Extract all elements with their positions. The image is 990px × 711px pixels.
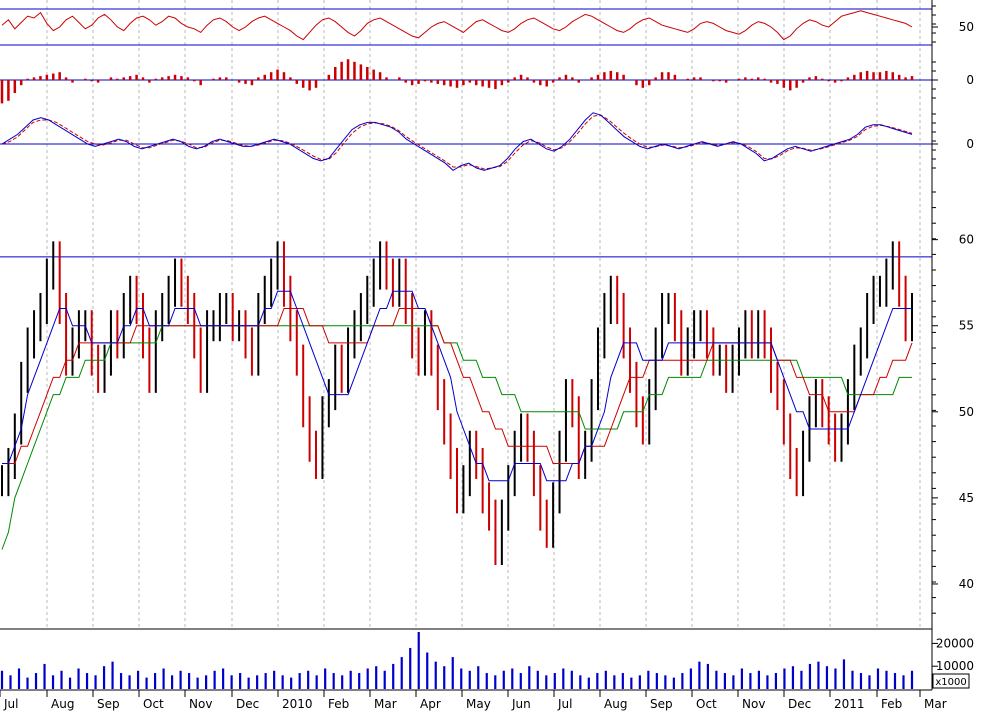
yaxis-tick-label: 60 — [959, 233, 974, 247]
xaxis-tick-label: Sep — [97, 697, 120, 711]
right-axis: 50 0 0 40 45 50 55 60 10000 20000 — [932, 5, 974, 673]
xaxis-tick-label: Dec — [788, 697, 811, 711]
osc1-line — [1, 10, 913, 41]
xaxis-tick-label: May — [466, 697, 491, 711]
volume-unit-label: x1000 — [935, 677, 966, 688]
osc3-signal-line — [1, 114, 913, 170]
price-panel — [0, 241, 932, 566]
x-axis: Jul Aug Sep Oct Nov Dec 2010 Feb Mar Apr May Jun Jul… — [0, 690, 947, 711]
oscillator-panel-3 — [0, 112, 932, 172]
yaxis-tick-label: 40 — [959, 577, 974, 591]
xaxis-tick-label: Mar — [374, 697, 397, 711]
volume-panel — [0, 632, 914, 689]
yaxis-tick-label: 0 — [966, 73, 974, 87]
yaxis-tick-label: 10000 — [936, 659, 974, 673]
xaxis-tick-label: Apr — [420, 697, 441, 711]
yaxis-tick-label: 50 — [959, 20, 974, 34]
xaxis-tick-label: 2011 — [834, 697, 865, 711]
xaxis-tick-label: Oct — [143, 697, 164, 711]
xaxis-tick-label: Mar — [924, 697, 947, 711]
oscillator-panel-2 — [0, 59, 932, 104]
oscillator-panel-1 — [0, 8, 932, 46]
xaxis-tick-label: 2010 — [282, 697, 313, 711]
xaxis-tick-label: Nov — [742, 697, 765, 711]
xaxis-tick-label: Jul — [3, 697, 18, 711]
xaxis-tick-label: Nov — [189, 697, 212, 711]
yaxis-tick-label: 20000 — [936, 636, 974, 650]
yaxis-tick-label: 50 — [959, 405, 974, 419]
xaxis-tick-label: Jun — [511, 697, 531, 711]
ma-slow-line — [1, 325, 912, 550]
xaxis-tick-label: Sep — [650, 697, 673, 711]
vertical-gridlines — [46, 0, 921, 629]
xaxis-tick-label: Feb — [328, 697, 349, 711]
xaxis-tick-label: Feb — [881, 697, 902, 711]
xaxis-tick-label: Dec — [236, 697, 259, 711]
yaxis-tick-label: 0 — [966, 137, 974, 151]
ma-fast-line — [2, 290, 912, 482]
yaxis-tick-label: 55 — [959, 319, 974, 333]
volume-unit-box — [932, 673, 970, 689]
xaxis-tick-label: Aug — [51, 697, 74, 711]
osc3-main-line — [1, 112, 913, 172]
xaxis-tick-label: Aug — [604, 697, 627, 711]
yaxis-tick-label: 45 — [959, 491, 974, 505]
xaxis-tick-label: Jul — [557, 697, 572, 711]
xaxis-tick-label: Oct — [696, 697, 717, 711]
